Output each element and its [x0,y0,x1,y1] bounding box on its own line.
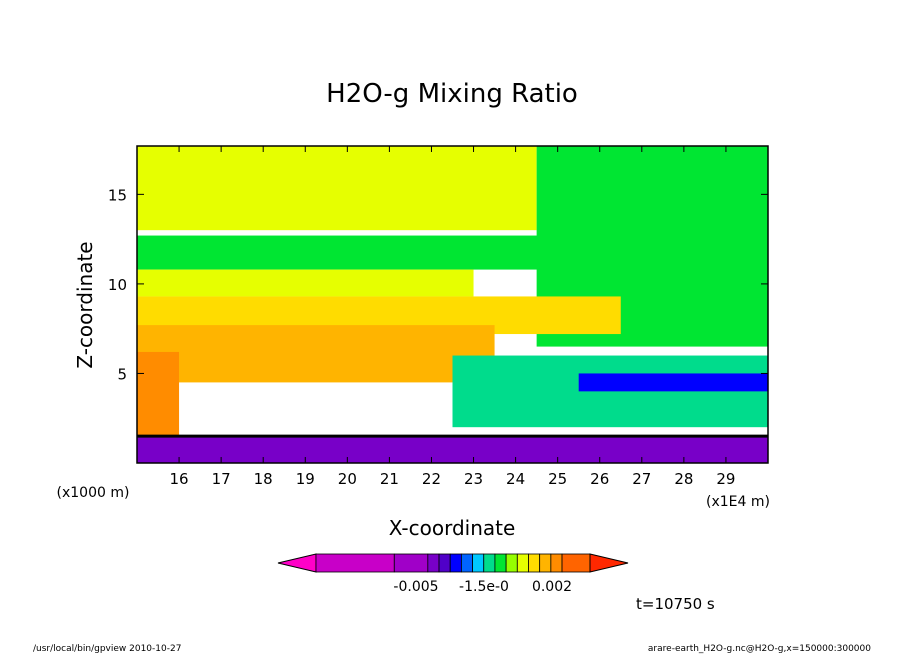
colorbar-tick-label: -0.005 [393,579,438,595]
plot-area [137,146,768,463]
x-tick-label: 19 [296,470,315,488]
x-axis-unit: (x1E4 m) [706,494,770,510]
colorbar-swatch [449,553,462,573]
plot-frame [136,145,769,464]
contour-region [137,146,537,231]
colorbar [277,553,629,573]
contour-region [137,325,495,383]
y-tick-label: 15 [108,186,127,204]
x-tick-label: 23 [464,470,483,488]
contour-region [137,436,768,463]
contour-region [137,269,474,297]
contour-region [137,235,642,270]
x-tick-label: 25 [548,470,567,488]
x-axis: 16 17 18 19 20 21 22 23 24 25 26 27 28 29 [170,146,735,488]
footer-right: arare-earth_H2O-g.nc@H2O-g,x=150000:3000… [648,644,871,654]
colorbar-swatch [472,553,485,573]
x-tick-label: 28 [674,470,693,488]
colorbar-swatch [516,553,529,573]
colorbar-tick-label: 0.002 [532,579,572,595]
colorbar-swatch [483,553,496,573]
colorbar-low-triangle [277,553,317,573]
colorbar-tick-label: -1.5e-0 [459,579,509,595]
x-tick-label: 20 [338,470,357,488]
x-tick-label: 18 [254,470,273,488]
y-axis-unit: (x1000 m) [57,485,130,501]
colorbar-swatch [494,553,507,573]
colorbar-swatch [393,553,429,573]
colorbar-swatch [505,553,518,573]
colorbar-high-triangle [589,553,629,573]
contour-region [137,351,180,437]
chart-title: H2O-g Mixing Ratio [326,79,578,109]
colorbar-swatch [539,553,552,573]
colorbar-swatch [460,553,473,573]
x-tick-label: 21 [380,470,399,488]
contour-region [578,373,768,392]
timestamp: t=10750 s [636,595,715,613]
colorbar-swatch [315,553,395,573]
x-axis-label: X-coordinate [389,516,516,540]
footer-left: /usr/local/bin/gpview 2010-10-27 [33,644,181,654]
x-tick-label: 16 [170,470,189,488]
y-axis: 5 10 15 [108,186,768,383]
colorbar-swatch [550,553,563,573]
x-tick-label: 24 [506,470,525,488]
y-axis-label: Z-coordinate [73,241,97,368]
colorbar-swatch [438,553,451,573]
colorbar-swatch [561,553,591,573]
x-tick-label: 29 [716,470,735,488]
y-tick-label: 5 [117,365,127,383]
x-tick-label: 26 [590,470,609,488]
x-tick-label: 22 [422,470,441,488]
y-tick-label: 10 [108,276,127,294]
colorbar-ticks: -0.005 -1.5e-0 0.002 [393,579,572,595]
colorbar-swatch [427,553,440,573]
colorbar-swatch [528,553,541,573]
x-tick-label: 27 [632,470,651,488]
x-tick-label: 17 [212,470,231,488]
